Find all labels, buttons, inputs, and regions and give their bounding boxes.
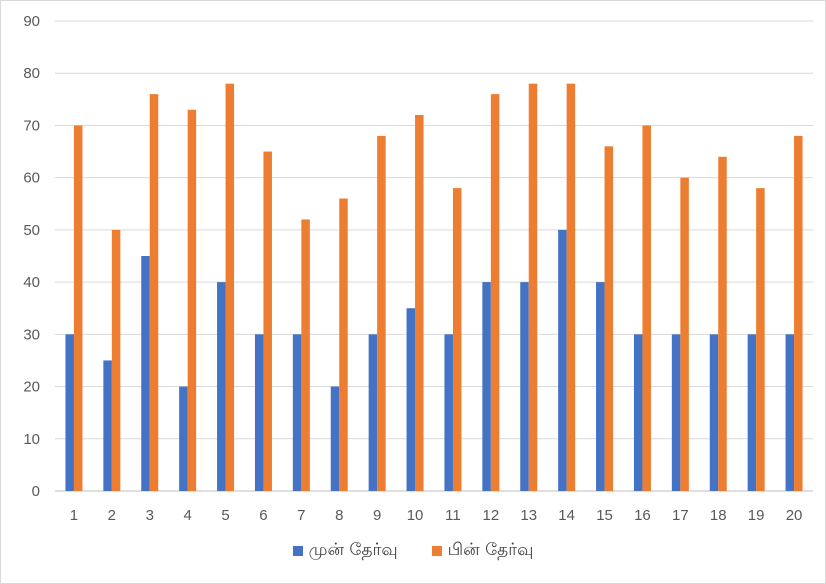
x-tick-label: 16 [634,507,651,524]
legend: முன் தேர்வு பின் தேர்வு [0,540,826,562]
bars [65,83,803,492]
x-tick-label: 12 [483,507,500,524]
bar-post-test [452,188,462,491]
legend-item-post-test: பின் தேர்வு [431,540,534,562]
bar-post-test [187,109,197,492]
x-axis-ticks: 1 2 3 4 5 6 7 8 9 10 11 12 13 14 15 16 17 18 19 20 [70,507,803,524]
gridlines [55,20,813,492]
bar-post-test [263,151,272,492]
bar-post-test [490,94,500,491]
x-tick-label: 8 [335,507,343,524]
y-tick-label: 20 [23,379,40,396]
bar-pre-test [444,334,453,491]
legend-label-pre-test: முன் தேர்வு [308,540,398,560]
bar-pre-test [179,386,188,491]
bar-pre-test [406,308,416,491]
y-tick-label: 40 [23,274,40,291]
x-tick-label: 11 [445,507,461,524]
y-tick-label: 50 [23,222,40,239]
x-tick-label: 1 [70,507,78,524]
bar-post-test [756,188,765,491]
bar-pre-test [368,334,378,491]
bar-pre-test [141,256,150,491]
x-tick-label: 9 [373,507,381,524]
y-tick-label: 70 [23,117,40,134]
y-tick-label: 80 [23,65,40,82]
bar-post-test [718,156,727,491]
bar-post-test [415,115,424,491]
legend-item-pre-test: முன் தேர்வு [292,540,398,562]
y-tick-label: 90 [23,13,40,30]
bar-post-test [566,83,576,492]
bar-post-test [301,219,310,491]
bar-pre-test [330,386,340,491]
bar-pre-test [558,229,567,491]
bar-post-test [377,135,386,491]
bar-pre-test [633,334,643,491]
bar-post-test [225,83,235,492]
x-tick-label: 2 [108,507,116,524]
x-tick-label: 4 [183,507,191,524]
legend-swatch-post-test [431,546,442,556]
bar-pre-test [785,334,795,491]
x-tick-label: 15 [596,507,613,524]
x-tick-label: 20 [786,507,803,524]
y-tick-label: 60 [23,170,40,187]
legend-swatch-pre-test [292,546,303,556]
y-tick-label: 10 [23,431,40,448]
bar-pre-test [103,360,112,491]
x-tick-label: 17 [672,507,689,524]
x-tick-label: 14 [558,507,575,524]
bar-post-test [149,94,159,491]
bar-pre-test [747,334,757,491]
bar-post-test [680,177,689,491]
x-tick-label: 10 [407,507,424,524]
bar-pre-test [254,334,264,491]
x-tick-label: 3 [146,507,154,524]
legend-label-post-test: பின் தேர்வு [447,540,534,560]
y-tick-label: 30 [23,326,40,343]
bar-post-test [111,229,121,491]
bar-pre-test [520,282,529,491]
x-tick-label: 7 [297,507,305,524]
bar-pre-test [709,334,719,491]
x-tick-label: 19 [748,507,765,524]
x-tick-label: 13 [520,507,537,524]
bar-pre-test [217,282,226,491]
x-tick-label: 5 [221,507,229,524]
bar-pre-test [482,282,491,491]
y-axis-ticks: 0 10 20 30 40 50 60 70 80 90 [23,13,40,500]
bar-post-test [794,135,803,491]
bar-pre-test [671,334,681,491]
bar-post-test [528,83,538,492]
bar-pre-test [65,334,74,491]
bar-post-test [604,146,614,492]
bar-post-test [339,198,348,492]
x-tick-label: 18 [710,507,727,524]
y-tick-label: 0 [32,483,40,500]
bar-pre-test [596,282,605,491]
x-tick-label: 6 [259,507,267,524]
bar-pre-test [292,334,302,491]
bar-post-test [73,125,83,491]
bar-post-test [642,125,651,491]
